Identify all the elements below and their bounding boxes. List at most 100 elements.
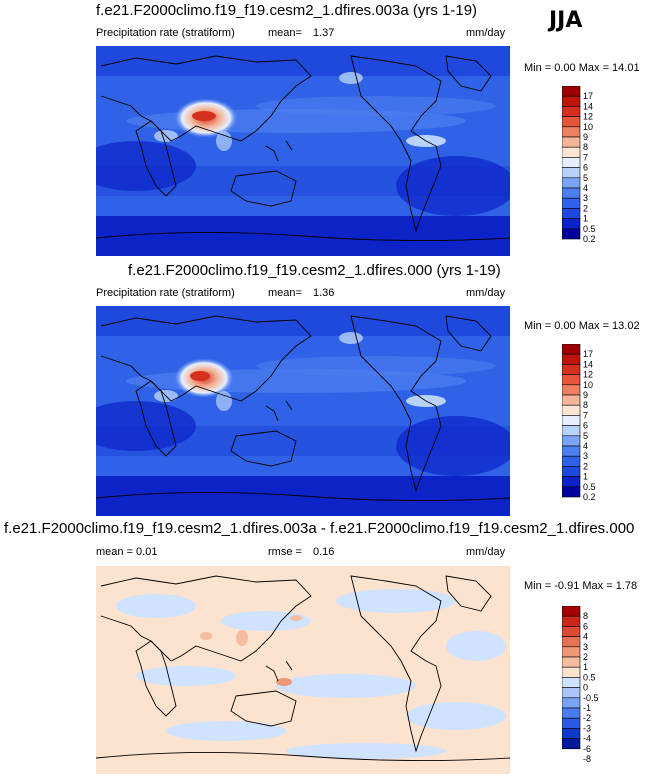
colorbar2-box-14	[562, 486, 581, 498]
colorbar2-tick-label: 9	[583, 390, 588, 400]
panel2-title: f.e21.F2000climo.f19_f19.cesm2_1.dfires.…	[128, 262, 501, 279]
panel2-units: mm/day	[466, 287, 506, 299]
colorbar3-tick-label: 1	[583, 662, 588, 672]
colorbar1-box-9	[562, 177, 581, 189]
colorbar1-box-0	[562, 86, 581, 97]
colorbar3-tick-label: -4	[583, 734, 591, 744]
colorbar2-tick-label: 8	[583, 400, 588, 410]
colorbar2-box-0	[562, 344, 581, 355]
colorbar3-box-2	[562, 626, 581, 637]
panel1-minmax: Min = 0.00 Max = 14.01	[524, 62, 640, 74]
colorbar1-tick-label: 1	[583, 214, 588, 224]
panel3-rmse-value: 0.16	[313, 546, 335, 558]
colorbar2-box-7	[562, 415, 581, 426]
colorbar2-box-5	[562, 394, 581, 406]
panel3-minmax: Min = -0.91 Max = 1.78	[524, 580, 638, 592]
colorbar2-tick-label: 4	[583, 441, 588, 451]
colorbar1-box-11	[562, 197, 581, 209]
colorbar3-tick-label: -6	[583, 744, 591, 754]
colorbar3-tick-label: -1	[583, 703, 591, 713]
colorbar3-tick-label: 8	[583, 611, 588, 621]
colorbar2-box-2	[562, 364, 581, 375]
panel1-mean-value: 1.37	[313, 27, 335, 39]
panel2-minmax: Min = 0.00 Max = 13.02	[524, 320, 640, 332]
colorbar1-box-13	[562, 218, 581, 230]
colorbar3-box-9	[562, 697, 581, 709]
colorbar2-tick-label: 17	[583, 349, 593, 359]
panel2-variable: Precipitation rate (stratiform)	[96, 287, 235, 299]
panel3-map	[96, 566, 510, 774]
colorbar3-box-5	[562, 656, 581, 668]
colorbar2-tick-label: 2	[583, 461, 588, 471]
colorbar2-box-3	[562, 374, 581, 386]
colorbar3-box-4	[562, 646, 581, 658]
panel1-title: f.e21.F2000climo.f19_f19.cesm2_1.dfires.…	[96, 2, 478, 19]
colorbar1-tick-label: 3	[583, 193, 588, 203]
colorbar1-tick-label: 17	[583, 91, 593, 101]
colorbar3-box-13	[562, 738, 581, 750]
colorbar1-tick-label: 12	[583, 112, 593, 122]
colorbar1-tick-label: 14	[583, 101, 593, 111]
colorbar3-tick-label: -0.5	[583, 693, 599, 703]
colorbar2-tick-label: 5	[583, 431, 588, 441]
colorbar3-box-3	[562, 636, 581, 648]
colorbar3-tick-label: 2	[583, 652, 588, 662]
colorbar1-box-14	[562, 228, 581, 240]
colorbar2-tick-label: 0.2	[583, 492, 596, 502]
colorbar1-box-1	[562, 95, 581, 107]
panel3-title: f.e21.F2000climo.f19_f19.cesm2_1.dfires.…	[4, 520, 635, 537]
colorbar2-tick-label: 3	[583, 451, 588, 461]
colorbar1-box-10	[562, 187, 581, 199]
panel1-mean-label: mean=	[268, 27, 302, 39]
colorbar2-tick-label: 7	[583, 410, 588, 420]
colorbar3-tick-label: 6	[583, 621, 588, 631]
colorbar3-box-10	[562, 707, 581, 719]
panel2-map	[96, 306, 510, 516]
colorbar3-tick-label: -2	[583, 713, 591, 723]
panel2-mean-label: mean=	[268, 287, 302, 299]
colorbar3-tick-label: 3	[583, 642, 588, 652]
colorbar3-box-0	[562, 606, 581, 617]
colorbar2-tick-label: 0.5	[583, 482, 596, 492]
panel2-mean-value: 1.36	[313, 287, 335, 299]
colorbar1-box-7	[562, 157, 581, 168]
colorbar1-box-8	[562, 167, 581, 179]
colorbar1-box-4	[562, 126, 581, 138]
colorbar2-box-8	[562, 425, 581, 437]
colorbar2-box-6	[562, 404, 581, 416]
colorbar1-tick-label: 9	[583, 132, 588, 142]
panel3-rmse-label: rmse =	[268, 546, 302, 558]
colorbar1-tick-label: 10	[583, 122, 593, 132]
colorbar1-tick-label: 8	[583, 142, 588, 152]
panel1-units: mm/day	[466, 27, 506, 39]
colorbar1-tick-label: 0.2	[583, 234, 596, 244]
colorbar1-box-5	[562, 136, 581, 148]
colorbar2-tick-label: 14	[583, 359, 593, 369]
colorbar3-box-7	[562, 677, 581, 688]
colorbar1-box-6	[562, 146, 581, 158]
colorbar1-box-2	[562, 106, 581, 117]
colorbar1-tick-label: 2	[583, 203, 588, 213]
colorbar3-tick-label: 4	[583, 632, 588, 642]
panel3-units: mm/day	[466, 546, 506, 558]
season-label: JJA	[549, 8, 583, 33]
colorbar3-box-11	[562, 717, 581, 729]
colorbar3-box-8	[562, 687, 581, 699]
colorbar3-box-12	[562, 728, 581, 739]
colorbar3-box-6	[562, 666, 581, 678]
panel1-map	[96, 46, 510, 256]
colorbar2-box-13	[562, 476, 581, 488]
colorbar1-tick-label: 0.5	[583, 224, 596, 234]
colorbar1-tick-label: 4	[583, 183, 588, 193]
colorbar3-tick-label: 0	[583, 683, 588, 693]
panel3-mean: mean = 0.01	[96, 546, 158, 558]
colorbar1-box-3	[562, 116, 581, 128]
colorbar2-box-4	[562, 384, 581, 396]
colorbar2-tick-label: 12	[583, 370, 593, 380]
colorbar2-tick-label: 1	[583, 472, 588, 482]
colorbar1-tick-label: 5	[583, 173, 588, 183]
colorbar1-tick-label: 7	[583, 152, 588, 162]
